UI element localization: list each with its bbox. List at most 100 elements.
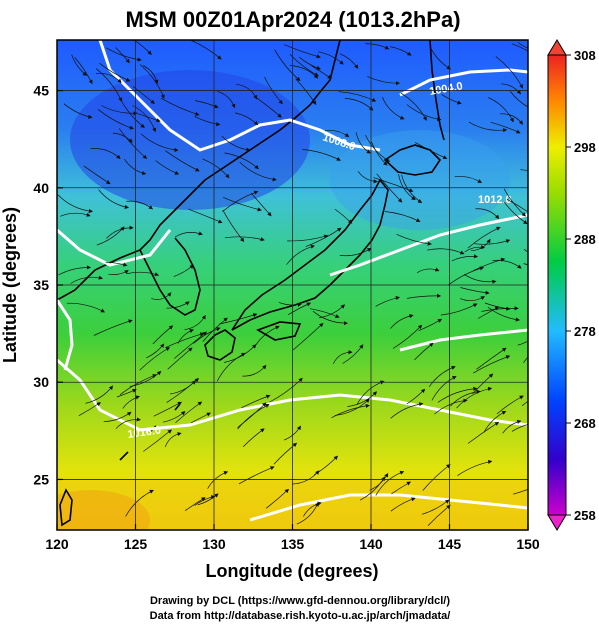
japan-shikoku — [256, 321, 302, 341]
streamline — [391, 481, 412, 495]
streamline — [473, 355, 511, 374]
streamline — [108, 270, 129, 275]
streamline — [527, 46, 528, 48]
streamline — [451, 254, 479, 262]
streamline — [523, 249, 528, 253]
streamline — [484, 302, 511, 311]
streamline — [142, 65, 159, 85]
streamline — [74, 57, 93, 85]
streamline — [473, 257, 506, 271]
streamline — [184, 497, 206, 511]
streamline — [106, 225, 134, 239]
streamline — [400, 92, 427, 121]
y-tick-label: 25 — [33, 471, 49, 487]
streamline — [441, 94, 462, 105]
colorbar-bottom-triangle — [547, 514, 567, 531]
streamline — [463, 273, 497, 284]
streamline — [190, 40, 222, 60]
streamline — [255, 325, 280, 346]
colorbar-tick-label: 298 — [574, 140, 596, 155]
streamline — [523, 356, 528, 363]
streamline — [224, 236, 265, 242]
streamline — [216, 352, 246, 382]
contour-labels: 1004.0 1008.0 1012.0 1016.0 — [127, 80, 512, 441]
streamline — [96, 226, 125, 246]
streamline — [202, 317, 228, 342]
streamline — [202, 158, 230, 179]
streamline — [152, 325, 174, 345]
japan-hokkaido — [383, 144, 442, 176]
streamline — [299, 56, 321, 70]
coastlines — [57, 40, 445, 527]
x-tick-label: 145 — [438, 536, 462, 552]
streamline — [164, 431, 182, 448]
streamline — [467, 421, 500, 444]
streamline — [381, 96, 405, 120]
streamline — [71, 54, 88, 76]
streamline — [57, 194, 93, 214]
streamline — [296, 502, 319, 525]
streamline — [472, 373, 494, 394]
streamline — [309, 308, 340, 318]
streamline — [520, 169, 528, 171]
streamline — [60, 212, 91, 217]
colorbar-ticks: 258 268 278 288 298 308 — [566, 48, 596, 523]
colorbar-tick-label: 308 — [574, 48, 596, 63]
streamline — [312, 310, 348, 326]
streamline — [224, 152, 259, 170]
streamline — [492, 259, 522, 269]
streamline — [523, 263, 528, 266]
streamline — [165, 150, 200, 172]
streamline — [115, 47, 130, 64]
streamline — [510, 91, 528, 108]
streamline — [173, 264, 194, 277]
streamline — [292, 322, 324, 351]
streamline — [166, 301, 190, 309]
streamline — [135, 112, 161, 123]
streamline — [101, 105, 138, 116]
streamline — [474, 239, 511, 245]
x-tick-label: 135 — [281, 536, 305, 552]
streamline — [222, 209, 245, 243]
streamline — [375, 296, 400, 307]
streamline — [139, 347, 171, 371]
streamline — [132, 86, 155, 104]
streamline — [375, 470, 405, 496]
streamline — [476, 347, 507, 370]
streamline — [70, 275, 103, 284]
streamline — [319, 304, 345, 319]
streamline — [357, 171, 378, 184]
streamline — [127, 271, 160, 277]
streamline — [122, 395, 140, 409]
credit-line-1: Drawing by DCL (https://www.gfd-dennou.o… — [150, 595, 450, 607]
streamline — [430, 47, 452, 70]
streamline — [417, 267, 440, 273]
temperature-field — [57, 40, 528, 530]
streamline — [517, 42, 528, 49]
streamline — [287, 302, 312, 316]
streamline — [427, 248, 465, 255]
streamline — [390, 497, 416, 512]
colorbar-gradient — [547, 54, 567, 516]
streamline — [265, 488, 290, 509]
streamline — [184, 314, 206, 330]
streamline — [390, 314, 414, 329]
streamline — [174, 331, 208, 359]
streamline — [477, 306, 500, 319]
streamline — [241, 394, 271, 409]
streamline — [63, 103, 93, 119]
streamline — [502, 419, 522, 434]
streamline — [406, 293, 442, 299]
y-axis-label: Latitude (degrees) — [0, 207, 20, 363]
streamline — [501, 83, 521, 95]
streamline — [334, 208, 353, 224]
streamline — [456, 386, 493, 409]
grid — [57, 40, 528, 530]
streamline — [454, 176, 482, 184]
streamline — [126, 200, 153, 210]
streamline — [459, 296, 485, 301]
colorbar-tick-label: 258 — [574, 508, 596, 523]
streamline — [496, 395, 524, 415]
contour-label-1012: 1012.0 — [478, 194, 512, 206]
streamline — [153, 401, 183, 417]
